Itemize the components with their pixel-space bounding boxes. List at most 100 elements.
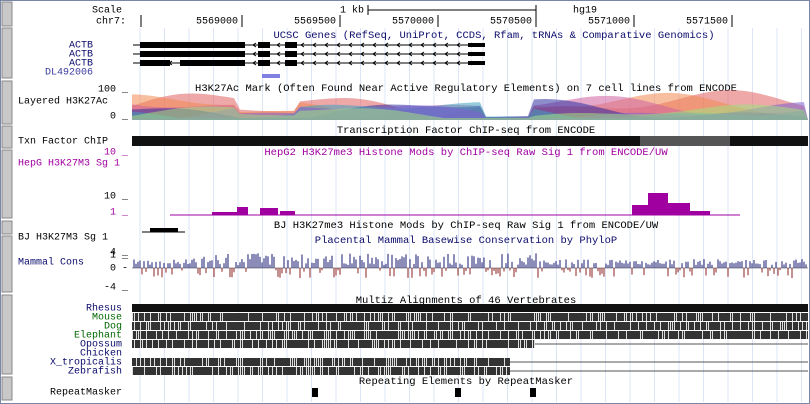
alignment-gap (140, 358, 141, 366)
signal-bar (648, 193, 668, 215)
strand-arrow (228, 60, 233, 66)
strand-arrow (300, 42, 305, 48)
alignment-gap (326, 340, 327, 348)
track-button[interactable] (1, 376, 13, 401)
strand-arrow (264, 60, 269, 66)
alignment-gap (250, 367, 251, 375)
strand-arrow (360, 42, 365, 48)
alignment-gap (414, 331, 415, 339)
alignment-gap (400, 322, 401, 330)
alignment-gap (702, 331, 703, 339)
alignment-gap (288, 331, 289, 339)
alignment-gap (484, 367, 485, 375)
alignment-gap (322, 313, 323, 321)
alignment-gap (236, 358, 237, 366)
axis-label: 100 _ (98, 85, 129, 96)
alignment-gap (154, 358, 155, 366)
species-label: Zebrafish (68, 366, 122, 378)
alignment-gap (144, 313, 145, 321)
track-button[interactable] (1, 125, 13, 149)
alignment-gap (426, 331, 427, 339)
alignment-gap (232, 340, 233, 348)
alignment-gap (642, 313, 643, 321)
alignment-gap (624, 313, 625, 321)
alignment-gap (664, 331, 665, 339)
track-title: Repeating Elements by RepeatMasker (359, 376, 573, 388)
alignment-gap (268, 367, 269, 375)
alignment-gap (328, 367, 329, 375)
track-button[interactable] (1, 27, 13, 79)
alignment-gap (470, 313, 471, 321)
species-label: Elephant (74, 330, 122, 342)
alignment-gap (546, 313, 547, 321)
alignment-gap (302, 331, 303, 339)
strand-arrow (372, 51, 377, 57)
track-button[interactable] (1, 220, 13, 235)
alignment-gap (338, 358, 339, 366)
track-button[interactable] (1, 294, 13, 375)
strand-arrow (384, 42, 389, 48)
track-button[interactable] (1, 80, 13, 125)
ruler-position: 5571500 (686, 17, 728, 28)
alignment-gap (188, 322, 189, 330)
alignment-gap (546, 322, 547, 330)
alignment-gap (400, 340, 401, 348)
alignment-gap (172, 358, 173, 366)
exon (468, 43, 485, 47)
alignment-gap (700, 313, 701, 321)
alignment-gap (364, 331, 365, 339)
alignment-gap (672, 322, 673, 330)
ruler-position: 5570000 (392, 17, 434, 28)
alignment-gap (586, 313, 587, 321)
alignment-gap (268, 322, 269, 330)
strand-arrow (180, 60, 185, 66)
axis-label: 1 _ (110, 208, 129, 219)
track-button[interactable] (1, 1, 13, 27)
repeat (312, 388, 318, 397)
track-button[interactable] (1, 235, 13, 293)
alignment-gap (488, 358, 489, 366)
alignment-gap (464, 367, 465, 375)
alignment-gap (186, 367, 187, 375)
strand-arrow (192, 42, 197, 48)
alignment-gap (444, 367, 445, 375)
alignment-gap (262, 358, 263, 366)
strand-arrow (264, 51, 269, 57)
strand-arrow (204, 51, 209, 57)
alignment-gap (170, 313, 171, 321)
alignment-gap (482, 322, 483, 330)
alignment-gap (390, 358, 391, 366)
alignment-gap (196, 313, 197, 321)
alignment-gap (336, 313, 337, 321)
alignment-gap (344, 331, 345, 339)
alignment-gap (466, 358, 467, 366)
alignment-gap (404, 331, 405, 339)
alignment-gap (426, 313, 427, 321)
alignment-gap (552, 322, 553, 330)
alignment-gap (422, 340, 423, 348)
alignment-gap (532, 340, 533, 348)
alignment-gap (388, 367, 389, 375)
alignment-gap (168, 331, 169, 339)
alignment-gap (266, 358, 267, 366)
alignment-gap (318, 313, 319, 321)
alignment-gap (440, 367, 441, 375)
track-button[interactable] (1, 149, 13, 219)
alignment-gap (132, 367, 133, 375)
strand-arrow (216, 42, 221, 48)
alignment-gap (406, 358, 407, 366)
alignment-gap (488, 331, 489, 339)
alignment-gap (698, 313, 699, 321)
alignment-gap (710, 331, 711, 339)
alignment-gap (438, 340, 439, 348)
strand-arrow (264, 42, 269, 48)
alignment-gap (730, 313, 731, 321)
alignment-gap (430, 340, 431, 348)
track-label: Mammal Cons (18, 257, 84, 269)
alignment-gap (268, 331, 269, 339)
alignment-gap (500, 331, 501, 339)
alignment-gap (336, 340, 337, 348)
strand-arrow (276, 42, 281, 48)
alignment-gap (674, 322, 675, 330)
strand-arrow (468, 51, 473, 57)
